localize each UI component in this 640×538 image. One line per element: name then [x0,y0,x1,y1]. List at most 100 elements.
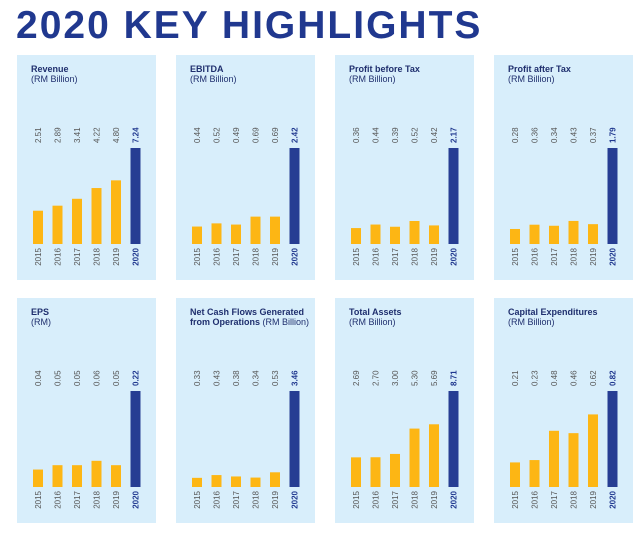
chart-bar [250,216,261,244]
data-label: 0.43 [570,127,579,143]
year-tick-label: 2016 [531,247,540,265]
bar-chart: 2.51 2015 2.89 2016 3.41 2017 4.22 2018 4.80 2019… [33,127,141,266]
chart-panel: EPS (RM) 0.04 2015 0.05 2016 0.05 2017 0.06 2018 0… [17,298,156,523]
data-label: 0.44 [372,127,381,143]
data-label: 0.52 [213,127,222,143]
chart-bar [211,223,222,244]
bar-chart: 0.04 2015 0.05 2016 0.05 2017 0.06 2018 0.05 2019… [33,370,141,509]
year-tick-label: 2020 [609,490,618,508]
chart-bar [250,477,261,487]
chart-bar [390,453,400,487]
chart-title-text: Profit after Tax [508,64,571,74]
data-label: 5.30 [411,370,420,386]
data-label: 0.69 [271,127,280,143]
chart-subtitle: (RM Billion) [349,317,396,327]
year-tick-label: 2019 [589,247,598,265]
year-tick-label: 2016 [213,247,222,265]
year-tick-label: 2015 [193,490,202,508]
year-tick-label: 2018 [570,247,579,265]
data-label: 2.69 [352,370,361,386]
chart-bar [91,188,102,244]
data-label: 0.05 [73,370,82,386]
chart-title: Profit after Tax (RM Billion) [508,64,628,84]
bar-chart: 0.36 2015 0.44 2016 0.39 2017 0.52 2018 0.42 2019… [351,127,459,266]
data-label: 0.33 [193,370,202,386]
data-label: 1.79 [609,127,618,143]
year-tick-label: 2020 [291,490,300,508]
chart-bar [270,216,280,244]
bar-chart: 0.33 2015 0.43 2016 0.38 2017 0.34 2018 0.53 2019… [192,370,300,509]
chart-panel: Total Assets (RM Billion) 2.69 2015 2.70 2016… [335,298,474,523]
year-tick-label: 2016 [213,490,222,508]
year-tick-label: 2018 [411,247,420,265]
chart-bar [33,210,43,244]
year-tick-label: 2020 [609,247,618,265]
data-label: 0.04 [34,370,43,386]
data-label: 4.80 [112,127,121,143]
year-tick-label: 2019 [112,247,121,265]
chart-bar [130,391,141,487]
chart-bar [52,465,63,487]
chart-title: Total Assets (RM Billion) [349,307,469,327]
chart-title-text: EBITDA [190,64,224,74]
chart-bar [568,433,579,487]
year-tick-label: 2015 [352,247,361,265]
year-tick-label: 2015 [352,490,361,508]
chart-bar [529,224,540,244]
chart-title: Net Cash Flows Generated from Operations… [190,307,310,327]
chart-bar [91,460,102,487]
chart-panel: Revenue (RM Billion) 2.51 2015 2.89 2016 3.41 2… [17,55,156,280]
year-tick-label: 2015 [193,247,202,265]
year-tick-label: 2020 [291,247,300,265]
data-label: 0.22 [132,370,141,386]
chart-bar [429,225,439,244]
chart-title-text: Profit before Tax [349,64,420,74]
year-tick-label: 2017 [232,247,241,265]
year-tick-label: 2018 [252,247,261,265]
data-label: 0.23 [531,370,540,386]
data-label: 0.28 [511,127,520,143]
chart-bar [448,148,459,244]
data-label: 0.36 [352,127,361,143]
chart-bar [568,220,579,244]
year-tick-label: 2019 [271,490,280,508]
page-title: 2020 KEY HIGHLIGHTS [16,4,483,47]
chart-panel: Profit after Tax (RM Billion) 0.28 2015 0.36… [494,55,633,280]
chart-bar [111,465,121,487]
year-tick-label: 2016 [531,490,540,508]
data-label: 0.42 [430,127,439,143]
chart-bar [351,228,361,244]
chart-title-text: EPS [31,307,50,317]
data-label: 0.05 [54,370,63,386]
chart-subtitle: (RM Billion) [31,74,78,84]
chart-subtitle: (RM Billion) [508,74,555,84]
year-tick-label: 2017 [73,247,82,265]
chart-bar [549,430,559,487]
year-tick-label: 2018 [411,490,420,508]
data-label: 3.46 [291,370,300,386]
chart-title-text: Capital Expenditures [508,307,598,317]
data-label: 2.42 [291,127,300,143]
year-tick-label: 2015 [511,490,520,508]
chart-bar [52,205,63,244]
data-label: 3.00 [391,370,400,386]
chart-title-text: Revenue [31,64,69,74]
chart-title-text: Net Cash Flows Generated from Operations [190,307,305,327]
data-label: 0.49 [232,127,241,143]
chart-bar [211,475,222,487]
chart-bar [231,224,241,244]
data-label: 8.71 [450,370,459,386]
chart-bar [529,460,540,487]
year-tick-label: 2017 [73,490,82,508]
year-tick-label: 2015 [34,247,43,265]
data-label: 7.24 [132,127,141,143]
chart-bar [192,226,202,244]
data-label: 0.06 [93,370,102,386]
data-label: 0.34 [550,127,559,143]
chart-bar [72,198,82,244]
data-label: 2.89 [54,127,63,143]
data-label: 0.21 [511,370,520,386]
data-label: 0.43 [213,370,222,386]
data-label: 4.22 [93,127,102,143]
year-tick-label: 2017 [391,247,400,265]
